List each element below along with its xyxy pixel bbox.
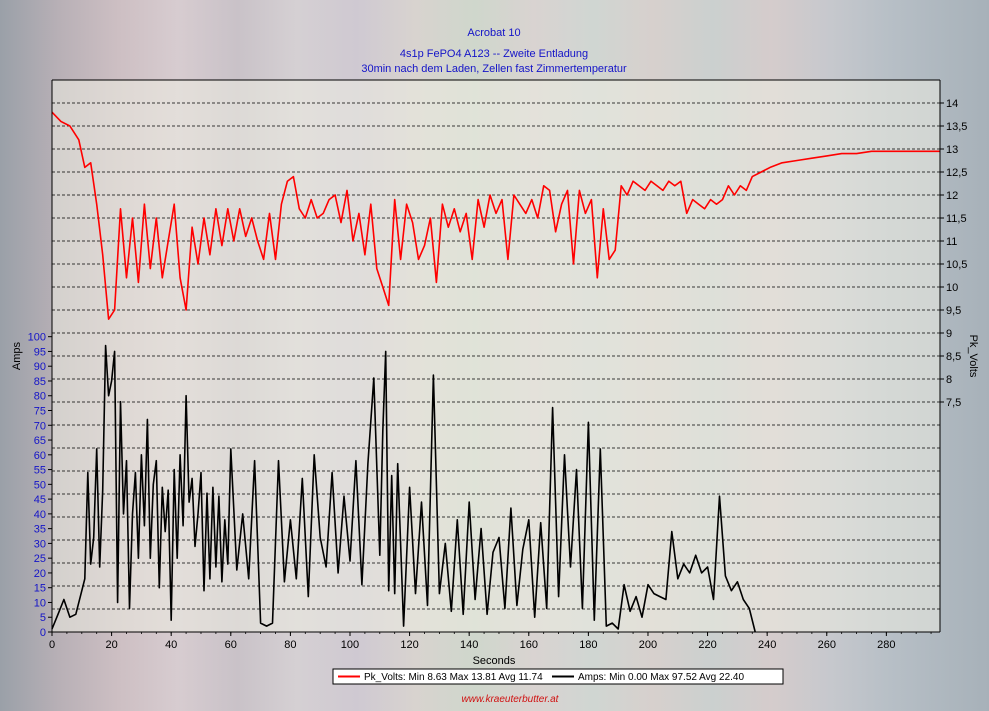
left-tick-label: 100 [28, 332, 46, 344]
right-tick-label: 12 [946, 190, 958, 202]
plot-background [52, 80, 940, 632]
left-tick-label: 60 [34, 450, 46, 462]
right-tick-label: 8 [946, 374, 952, 386]
bottom-tick-label: 20 [105, 639, 117, 651]
right-tick-label: 12,5 [946, 167, 967, 179]
series-pk-volts [51, 111, 940, 321]
y-left-axis-label: Amps [11, 341, 23, 370]
right-tick-label: 11,5 [946, 213, 967, 225]
left-tick-label: 90 [34, 361, 46, 373]
legend: Pk_Volts: Min 8.63 Max 13.81 Avg 11.74 A… [332, 668, 784, 685]
chart-subtitle-line1: 4s1p FePO4 A123 -- Zweite Entladung [400, 48, 588, 60]
bottom-axis-ticks: 0 20 40 60 80 100 120 140 160 180 200 220 240 260 280 [49, 632, 932, 651]
right-tick-label: 10 [946, 282, 958, 294]
right-tick-label: 14 [946, 98, 958, 110]
plot-area [52, 80, 940, 632]
left-tick-label: 75 [34, 406, 46, 418]
footer-credit: www.kraeuterbutter.at [462, 694, 560, 705]
series-amps [51, 344, 756, 633]
bottom-tick-label: 80 [284, 639, 296, 651]
bottom-tick-label: 260 [818, 639, 836, 651]
right-tick-label: 8,5 [946, 351, 961, 363]
x-axis-label: Seconds [473, 655, 516, 667]
bottom-tick-label: 240 [758, 639, 776, 651]
left-tick-label: 80 [34, 391, 46, 403]
left-tick-label: 40 [34, 509, 46, 521]
bottom-tick-label: 280 [877, 639, 895, 651]
bottom-tick-label: 160 [520, 639, 538, 651]
bottom-tick-label: 0 [49, 639, 55, 651]
left-tick-label: 65 [34, 435, 46, 447]
right-axis-ticks: 7,5 8 8,5 9 9,5 10 10,5 11 11,5 12 12,5 13 13,5 14 [940, 98, 967, 409]
legend-entry-amps: Amps: Min 0.00 Max 97.52 Avg 22.40 [578, 672, 744, 683]
left-tick-label: 20 [34, 568, 46, 580]
right-tick-label: 11 [946, 236, 957, 248]
chart-subtitle-line2: 30min nach dem Laden, Zellen fast Zimmer… [361, 63, 627, 75]
y-right-axis-label: Pk_Volts [967, 335, 979, 378]
right-tick-label: 9 [946, 328, 952, 340]
bottom-tick-label: 40 [165, 639, 177, 651]
left-tick-label: 25 [34, 553, 46, 565]
left-tick-label: 30 [34, 538, 46, 550]
left-tick-label: 0 [40, 627, 46, 639]
left-tick-label: 45 [34, 494, 46, 506]
bottom-tick-label: 200 [639, 639, 657, 651]
bottom-tick-label: 220 [698, 639, 716, 651]
right-tick-label: 13 [946, 144, 958, 156]
left-tick-label: 70 [34, 420, 46, 432]
left-tick-label: 50 [34, 479, 46, 491]
right-tick-label: 9,5 [946, 305, 961, 317]
left-tick-label: 15 [34, 583, 46, 595]
left-tick-label: 35 [34, 524, 46, 536]
right-tick-label: 10,5 [946, 259, 967, 271]
series-line-pk-volts [51, 111, 940, 321]
left-axis-ticks: 0 5 10 15 20 25 30 35 40 45 50 55 60 65 70 75 80 85 90 95 10… [28, 332, 52, 639]
bottom-tick-label: 100 [341, 639, 359, 651]
bottom-tick-label: 120 [400, 639, 418, 651]
bottom-tick-label: 140 [460, 639, 478, 651]
grid-lines [52, 102, 940, 610]
bottom-tick-label: 60 [225, 639, 237, 651]
left-tick-label: 5 [40, 612, 46, 624]
left-tick-label: 55 [34, 465, 46, 477]
right-tick-label: 7,5 [946, 397, 961, 409]
left-tick-label: 95 [34, 346, 46, 358]
left-tick-label: 10 [34, 597, 46, 609]
right-tick-label: 13,5 [946, 121, 967, 133]
chart-title: Acrobat 10 [467, 27, 520, 39]
bottom-tick-label: 180 [579, 639, 597, 651]
series-line-amps [51, 344, 756, 633]
legend-entry-volts: Pk_Volts: Min 8.63 Max 13.81 Avg 11.74 [364, 672, 543, 683]
left-tick-label: 85 [34, 376, 46, 388]
